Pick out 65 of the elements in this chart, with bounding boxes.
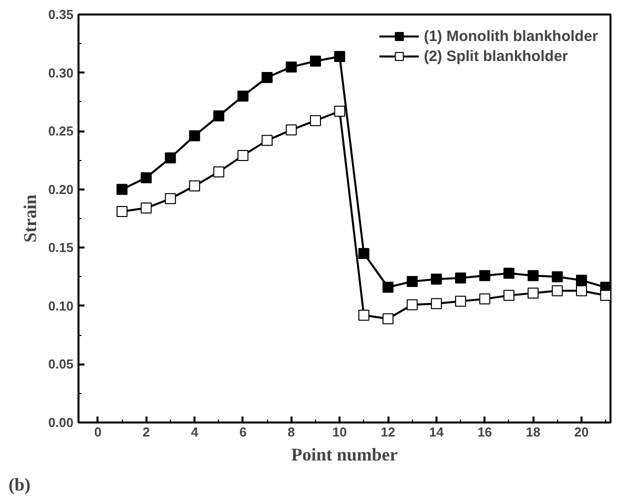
point <box>430 298 442 310</box>
x-tick-label: 2 <box>142 424 150 440</box>
point <box>116 206 128 218</box>
point <box>406 299 418 310</box>
point <box>164 152 176 164</box>
point <box>262 134 273 146</box>
point <box>189 180 200 192</box>
point <box>310 115 321 126</box>
x-tick-label: 10 <box>332 424 347 440</box>
point <box>552 285 563 296</box>
point <box>406 276 418 287</box>
y-tick-label: 0.00 <box>48 415 74 430</box>
point <box>189 130 200 142</box>
y-tick-label: 0.35 <box>48 7 74 22</box>
point <box>576 274 587 286</box>
point <box>382 282 394 293</box>
y-tick-label: 0.05 <box>48 356 74 372</box>
y-tick-label: 0.10 <box>48 298 74 314</box>
point <box>430 274 442 285</box>
x-tick-label: 0 <box>94 424 102 440</box>
text: (b) <box>8 474 31 494</box>
y-tick-label: 0.25 <box>48 124 74 139</box>
point <box>552 271 563 282</box>
point <box>310 56 321 67</box>
point <box>116 184 128 195</box>
point <box>479 270 490 282</box>
point <box>455 272 466 284</box>
point <box>237 150 248 162</box>
point <box>503 268 514 279</box>
point <box>213 110 224 122</box>
legend-label: (2) Split blankholder <box>424 48 568 64</box>
x-tick-label: 18 <box>526 424 540 440</box>
y-axis-title: Strain <box>20 194 40 243</box>
x-tick-label: 14 <box>429 424 444 440</box>
point <box>479 293 490 304</box>
point <box>528 288 539 299</box>
x-tick-label: 8 <box>288 424 295 440</box>
point <box>334 50 346 62</box>
point <box>286 61 297 72</box>
point <box>455 296 466 307</box>
point <box>358 248 370 259</box>
y-tick-label: 0.20 <box>48 182 74 197</box>
point <box>358 310 370 321</box>
point <box>140 202 152 214</box>
x-tick-label: 4 <box>190 424 199 440</box>
point <box>528 270 539 282</box>
y-tick-label: 0.15 <box>48 240 74 256</box>
point <box>237 90 248 102</box>
x-tick-label: 20 <box>574 424 589 440</box>
x-tick-label: 16 <box>478 424 492 440</box>
point <box>140 172 152 184</box>
point <box>286 124 297 136</box>
legend-label: (1) Monolith blankholder <box>424 28 598 44</box>
point <box>382 313 394 324</box>
point <box>576 285 587 296</box>
x-tick-label: 12 <box>380 424 396 440</box>
point <box>164 193 176 204</box>
point <box>600 290 610 301</box>
x-axis-title: Point number <box>291 444 398 464</box>
x-tick-label: 6 <box>239 424 247 440</box>
point <box>213 166 224 178</box>
point <box>503 290 514 301</box>
y-tick-label: 0.30 <box>48 65 74 80</box>
point <box>334 106 346 117</box>
point <box>262 72 273 83</box>
